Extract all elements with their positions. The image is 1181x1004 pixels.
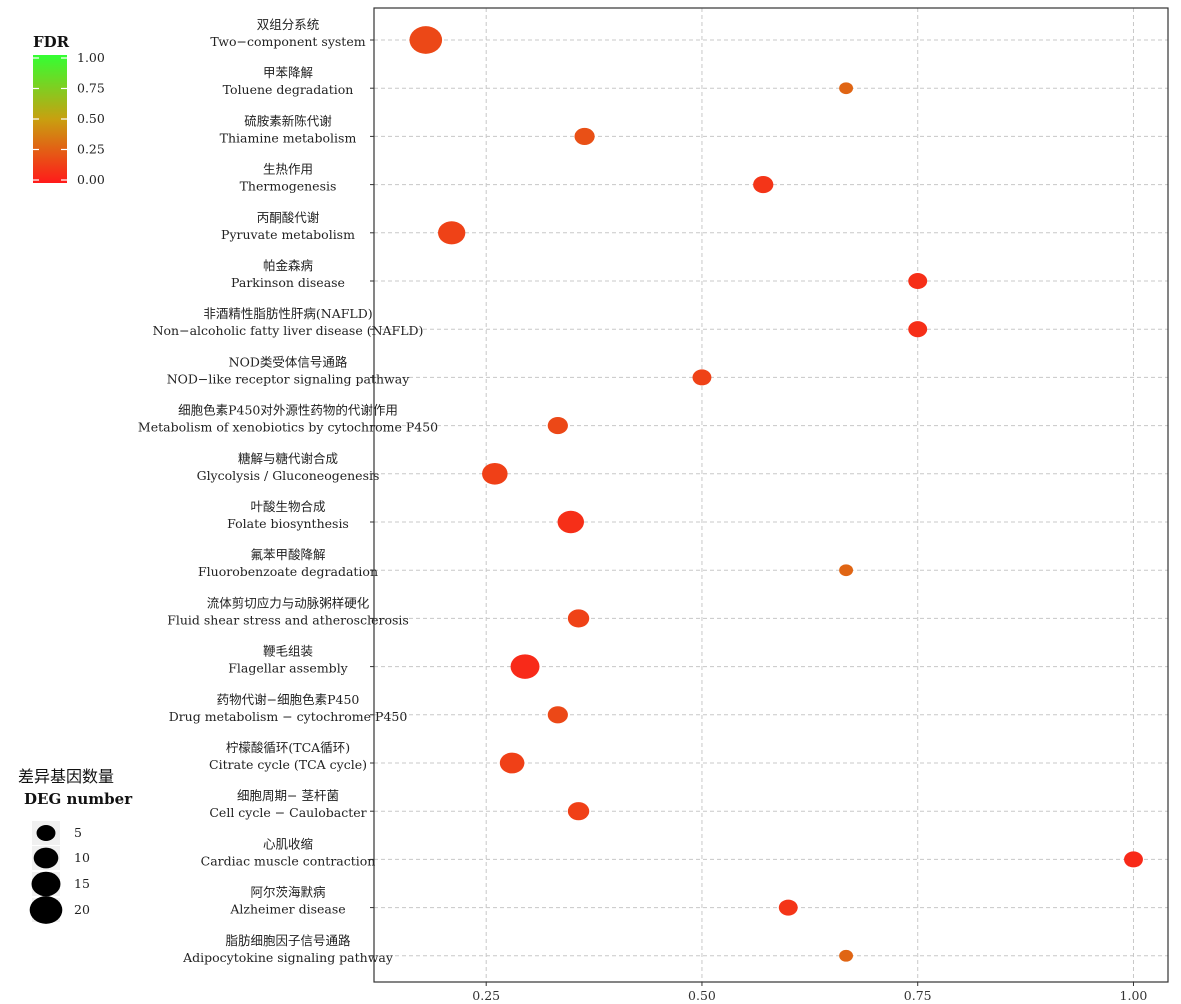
category-label-en: Toluene degradation [223, 82, 354, 97]
fdr-tick-label: 0.50 [77, 111, 105, 126]
data-point [510, 654, 540, 679]
data-point [557, 510, 584, 534]
category-label-cn: 鞭毛组装 [263, 644, 313, 659]
data-point [839, 949, 854, 962]
fdr-tick-label: 0.25 [77, 142, 105, 157]
plot-panel-border [373, 7, 1169, 983]
data-point [438, 221, 466, 245]
category-label-cn: 流体剪切应力与动脉粥样硬化 [207, 595, 370, 610]
data-point [482, 462, 508, 485]
data-points [409, 26, 1143, 962]
size-key-label: 15 [74, 876, 90, 891]
data-point [908, 272, 928, 290]
category-label-en: Cell cycle − Caulobacter [209, 805, 366, 820]
category-label-cn: 硫胺素新陈代谢 [244, 113, 332, 128]
category-label-en: Folate biosynthesis [227, 516, 349, 531]
category-label-cn: 脂肪细胞因子信号通路 [225, 933, 351, 948]
fdr-tick-label: 1.00 [77, 50, 105, 65]
size-legend-keys: 5 10 15 20 [29, 821, 90, 924]
size-key-label: 5 [74, 825, 82, 840]
fdr-legend-ticks: 1.00 0.75 0.50 0.25 0.00 [33, 50, 105, 187]
data-point [839, 82, 854, 95]
size-key-dot [29, 896, 63, 924]
category-label-en: Glycolysis / Gluconeogenesis [197, 468, 380, 483]
category-label-en: Parkinson disease [231, 275, 345, 290]
category-label-cn: 药物代谢−细胞色素P450 [217, 692, 360, 707]
category-label-en: Metabolism of xenobiotics by cytochrome … [138, 420, 438, 435]
category-label-cn: 细胞周期− 茎杆菌 [237, 788, 339, 803]
category-labels: 双组分系统 Two−component system 甲苯降解 Toluene deg… [138, 17, 438, 965]
data-point [567, 609, 590, 628]
category-label-en: Thiamine metabolism [220, 130, 357, 145]
category-label-en: Drug metabolism − cytochrome P450 [169, 709, 408, 724]
size-key-label: 20 [74, 902, 90, 917]
category-label-cn: 帕金森病 [263, 258, 313, 273]
category-label-en: Alzheimer disease [229, 902, 345, 917]
category-label-cn: 糖解与糖代谢合成 [238, 451, 338, 466]
category-label-en: Pyruvate metabolism [221, 227, 355, 242]
category-label-cn: 非酒精性脂肪性肝病(NAFLD) [203, 306, 372, 321]
category-label-cn: 氟苯甲酸降解 [250, 547, 325, 562]
data-point [409, 26, 443, 54]
size-key-dot [33, 847, 59, 869]
category-label-cn: 细胞色素P450对外源性药物的代谢作用 [178, 403, 398, 418]
category-label-en: Non−alcoholic fatty liver disease (NAFLD… [153, 323, 424, 338]
fdr-color-legend: FDR 1.00 0.75 0.50 0.25 0.00 [33, 33, 105, 187]
category-label-cn: 生热作用 [263, 162, 313, 177]
category-label-en: Cardiac muscle contraction [201, 853, 376, 868]
category-label-en: Thermogenesis [240, 179, 337, 194]
data-point [753, 176, 774, 194]
size-legend-title-cn: 差异基因数量 [18, 767, 114, 786]
size-key-label: 10 [74, 850, 90, 865]
data-point [567, 802, 590, 821]
data-point [574, 127, 595, 145]
category-label-cn: 心肌收缩 [263, 836, 313, 851]
data-point [547, 417, 568, 435]
data-point [839, 564, 854, 577]
category-label-en: Citrate cycle (TCA cycle) [209, 757, 367, 772]
category-label-cn: 甲苯降解 [263, 65, 313, 80]
category-label-en: Flagellar assembly [228, 661, 348, 676]
category-label-en: NOD−like receptor signaling pathway [167, 371, 411, 386]
category-label-cn: 叶酸生物合成 [250, 499, 325, 514]
data-point [692, 369, 712, 386]
category-label-en: Fluid shear stress and atherosclerosis [167, 612, 409, 627]
category-label-cn: 双组分系统 [257, 17, 320, 32]
data-point [1124, 851, 1143, 868]
x-tick-label: 0.50 [688, 988, 716, 1003]
category-label-cn: 阿尔茨海默病 [250, 885, 325, 900]
x-tick-label: 0.75 [904, 988, 932, 1003]
category-label-cn: 丙酮酸代谢 [257, 210, 320, 225]
grid-lines [374, 8, 1168, 982]
size-legend-title-en: DEG number [24, 790, 133, 808]
fdr-tick-label: 0.00 [77, 172, 105, 187]
x-axis-ticks: 0.25 0.50 0.75 1.00 [472, 982, 1147, 1003]
size-key-dot [36, 824, 56, 842]
deg-size-legend: 差异基因数量 DEG number 5 10 15 20 [18, 767, 133, 924]
fdr-legend-title: FDR [33, 33, 70, 51]
data-point [499, 752, 525, 774]
x-tick-label: 0.25 [472, 988, 500, 1003]
data-point [778, 899, 798, 916]
data-point [547, 706, 568, 724]
category-label-cn: NOD类受体信号通路 [229, 354, 348, 369]
category-label-cn: 柠檬酸循环(TCA循环) [226, 740, 350, 755]
category-label-en: Two−component system [210, 34, 365, 49]
data-point [908, 321, 928, 338]
x-tick-label: 1.00 [1120, 988, 1148, 1003]
category-label-en: Fluorobenzoate degradation [198, 564, 378, 579]
fdr-tick-label: 0.75 [77, 81, 105, 96]
category-label-en: Adipocytokine signaling pathway [182, 950, 394, 965]
size-key-dot [31, 871, 61, 897]
